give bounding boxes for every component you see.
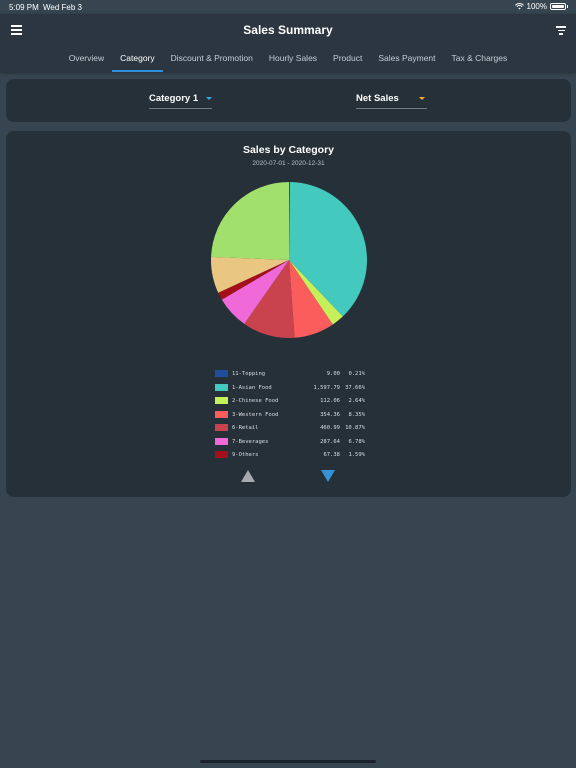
tab-overview[interactable]: Overview xyxy=(68,53,105,63)
app-header: Sales Summary Overview Category Discount… xyxy=(0,14,576,72)
legend-row[interactable]: 11-Topping 9.00 0.21% xyxy=(215,370,365,384)
tab-product[interactable]: Product xyxy=(333,53,363,63)
legend-name: 11-Topping xyxy=(232,371,266,377)
legend-swatch xyxy=(215,437,228,445)
legend-name: 7-Beverages xyxy=(232,438,269,445)
metric-select[interactable]: Net Sales xyxy=(356,92,427,109)
caret-down-icon xyxy=(206,97,212,100)
legend-percent: 10.87% xyxy=(345,425,365,431)
pie-slice[interactable] xyxy=(244,260,295,338)
status-bar: 5:09 PM Wed Feb 3 100% xyxy=(0,0,576,14)
caret-down-icon xyxy=(419,97,425,100)
legend-amount: 112.06 xyxy=(320,398,340,404)
chart-card: Sales by Category 2020-07-01 - 2020-12-3… xyxy=(6,131,571,497)
menu-icon[interactable] xyxy=(11,25,22,35)
legend-swatch xyxy=(215,410,228,418)
arrow-down-icon[interactable] xyxy=(321,470,335,482)
legend-amount: 67.38 xyxy=(323,452,340,458)
legend-amount: 460.99 xyxy=(320,425,340,431)
pie-slice[interactable] xyxy=(289,260,343,325)
legend-name: 1-Asian Food xyxy=(232,384,272,391)
legend-row[interactable]: 6-Retail 460.99 10.87% xyxy=(215,424,365,438)
legend-percent: 8.35% xyxy=(348,411,365,418)
home-indicator xyxy=(200,760,376,763)
legend-percent: 0.21% xyxy=(348,371,365,377)
legend-swatch xyxy=(215,451,228,458)
chart-date-range: 2020-07-01 - 2020-12-31 xyxy=(252,160,325,167)
arrow-up-icon[interactable] xyxy=(241,470,255,482)
legend-percent: 2.64% xyxy=(348,398,365,404)
pie-slice[interactable] xyxy=(221,260,289,324)
legend-swatch xyxy=(215,383,228,391)
pie-slice[interactable] xyxy=(211,182,289,260)
battery-icon xyxy=(550,3,566,10)
page-title: Sales Summary xyxy=(243,23,333,37)
legend-percent: 37.66% xyxy=(345,384,365,391)
metric-select-value: Net Sales xyxy=(356,93,399,104)
legend-row[interactable]: 3-Western Food 354.36 8.35% xyxy=(215,410,365,425)
tab-tax-charges[interactable]: Tax & Charges xyxy=(451,53,508,63)
legend-row[interactable]: 9-Others 67.38 1.59% xyxy=(215,451,365,465)
chart-title: Sales by Category xyxy=(242,144,335,156)
wifi-icon xyxy=(514,3,524,10)
legend-amount: 354.36 xyxy=(320,411,340,418)
tab-hourly-sales[interactable]: Hourly Sales xyxy=(268,53,318,63)
pie-chart[interactable] xyxy=(209,180,369,340)
category-select[interactable]: Category 1 xyxy=(149,92,212,109)
legend-row[interactable]: 1-Asian Food 1,597.79 37.66% xyxy=(215,383,365,398)
legend-swatch xyxy=(215,397,228,404)
status-date: Wed Feb 3 xyxy=(43,3,82,12)
legend-name: 2-Chinese Food xyxy=(232,398,279,404)
legend: 11-Topping 9.00 0.21% 1-Asian Food 1,597… xyxy=(215,370,365,465)
pie-slice[interactable] xyxy=(289,182,367,317)
legend-swatch xyxy=(215,424,228,431)
legend-amount: 9.00 xyxy=(326,371,340,377)
legend-percent: 6.78% xyxy=(348,438,365,445)
pie-slice[interactable] xyxy=(289,260,333,338)
battery-percent: 100% xyxy=(526,2,547,11)
selector-card: Category 1 Net Sales xyxy=(6,79,571,122)
tab-sales-payment[interactable]: Sales Payment xyxy=(378,53,436,63)
tab-bar: Overview Category Discount & Promotion H… xyxy=(0,50,576,72)
legend-amount: 287.64 xyxy=(320,438,340,445)
legend-row[interactable]: 2-Chinese Food 112.06 2.64% xyxy=(215,397,365,411)
legend-percent: 1.59% xyxy=(348,452,365,458)
legend-row[interactable]: 7-Beverages 287.64 6.78% xyxy=(215,437,365,452)
legend-name: 9-Others xyxy=(232,452,259,458)
filter-icon[interactable] xyxy=(556,26,566,35)
legend-swatch xyxy=(215,370,228,377)
status-time: 5:09 PM xyxy=(9,3,39,12)
battery-tip xyxy=(567,5,568,8)
legend-name: 3-Western Food xyxy=(232,411,279,418)
status-right: 100% xyxy=(514,2,568,11)
category-select-value: Category 1 xyxy=(149,93,199,104)
tab-category[interactable]: Category xyxy=(112,50,163,72)
pie-slice[interactable] xyxy=(218,260,289,300)
legend-amount: 1,597.79 xyxy=(313,384,341,391)
pie-slice[interactable] xyxy=(289,182,291,260)
legend-name: 6-Retail xyxy=(232,425,259,431)
tab-discount-promotion[interactable]: Discount & Promotion xyxy=(170,53,253,63)
pie-slice[interactable] xyxy=(211,256,289,293)
